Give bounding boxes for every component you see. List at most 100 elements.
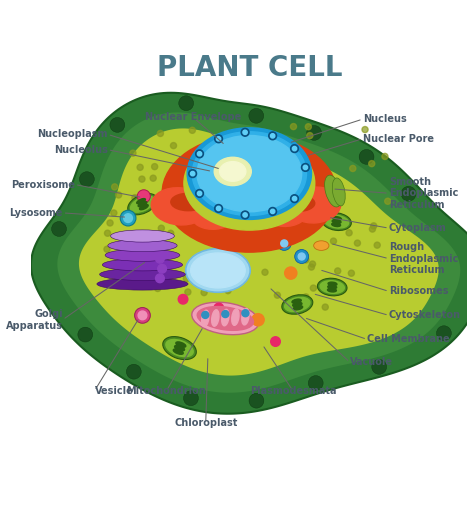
Ellipse shape — [197, 307, 254, 330]
Circle shape — [155, 274, 164, 283]
Ellipse shape — [186, 249, 250, 292]
Ellipse shape — [102, 259, 182, 271]
Circle shape — [330, 238, 337, 244]
Ellipse shape — [138, 202, 147, 207]
Circle shape — [201, 289, 207, 295]
Circle shape — [132, 194, 138, 201]
Circle shape — [137, 190, 150, 203]
Ellipse shape — [165, 208, 190, 222]
Ellipse shape — [191, 253, 245, 288]
Ellipse shape — [318, 278, 347, 296]
Circle shape — [197, 191, 202, 195]
Polygon shape — [79, 128, 439, 376]
Circle shape — [189, 170, 197, 177]
Circle shape — [362, 127, 368, 133]
Circle shape — [291, 195, 299, 203]
Ellipse shape — [130, 196, 155, 212]
Ellipse shape — [173, 349, 183, 354]
Ellipse shape — [192, 132, 307, 215]
Circle shape — [249, 108, 264, 123]
Circle shape — [285, 267, 297, 279]
Ellipse shape — [110, 230, 174, 242]
Circle shape — [350, 165, 356, 171]
Circle shape — [189, 127, 195, 133]
Text: Cytoplasm: Cytoplasm — [389, 223, 447, 233]
Circle shape — [183, 391, 198, 406]
Polygon shape — [31, 93, 474, 413]
Circle shape — [374, 242, 380, 248]
Ellipse shape — [139, 205, 148, 210]
Circle shape — [241, 128, 249, 136]
Circle shape — [295, 249, 309, 264]
Circle shape — [116, 192, 122, 198]
Circle shape — [269, 207, 276, 215]
Circle shape — [190, 267, 196, 273]
Text: Smooth
Endoplasmic
Reticulum: Smooth Endoplasmic Reticulum — [389, 176, 458, 210]
Ellipse shape — [173, 210, 182, 214]
Circle shape — [111, 184, 118, 190]
Circle shape — [104, 230, 110, 236]
Circle shape — [307, 126, 321, 141]
Text: Golgi
Apparatus: Golgi Apparatus — [6, 309, 63, 330]
Ellipse shape — [222, 309, 229, 326]
Ellipse shape — [184, 136, 315, 230]
Circle shape — [274, 292, 281, 298]
Text: PLANT CELL: PLANT CELL — [156, 54, 342, 82]
Circle shape — [127, 364, 141, 379]
Ellipse shape — [332, 178, 345, 206]
Ellipse shape — [128, 193, 157, 215]
Circle shape — [193, 278, 200, 284]
Circle shape — [310, 285, 317, 291]
Circle shape — [183, 275, 190, 282]
Ellipse shape — [333, 216, 341, 220]
Text: Chloroplast: Chloroplast — [174, 418, 237, 428]
Circle shape — [346, 230, 352, 236]
Circle shape — [291, 124, 297, 130]
Circle shape — [194, 263, 200, 269]
Ellipse shape — [212, 310, 219, 326]
Ellipse shape — [293, 199, 323, 218]
Ellipse shape — [192, 302, 259, 334]
Text: Nuclear Envelope: Nuclear Envelope — [145, 112, 241, 122]
Circle shape — [401, 186, 416, 201]
Circle shape — [308, 376, 323, 390]
Ellipse shape — [285, 298, 310, 311]
Ellipse shape — [105, 249, 180, 261]
Circle shape — [197, 152, 202, 156]
Circle shape — [217, 206, 221, 211]
Circle shape — [292, 196, 297, 201]
Circle shape — [52, 222, 66, 236]
Circle shape — [196, 189, 203, 198]
Circle shape — [215, 205, 222, 212]
Text: Vacuole: Vacuole — [350, 357, 392, 367]
Circle shape — [171, 143, 176, 149]
Circle shape — [369, 226, 375, 232]
Circle shape — [243, 213, 247, 217]
Circle shape — [217, 136, 221, 141]
Circle shape — [124, 214, 132, 223]
Circle shape — [243, 130, 247, 134]
Circle shape — [269, 132, 276, 140]
Ellipse shape — [97, 278, 188, 290]
Ellipse shape — [163, 206, 192, 224]
Text: Nucleolus: Nucleolus — [54, 145, 108, 154]
Circle shape — [196, 150, 203, 157]
Ellipse shape — [197, 135, 301, 212]
Circle shape — [179, 96, 193, 111]
Circle shape — [335, 268, 341, 274]
Circle shape — [111, 210, 117, 216]
Circle shape — [309, 264, 314, 270]
Circle shape — [138, 311, 147, 320]
Circle shape — [135, 307, 150, 323]
Circle shape — [242, 310, 249, 317]
Ellipse shape — [305, 210, 313, 214]
Text: Lysosome: Lysosome — [9, 208, 63, 218]
Circle shape — [271, 134, 275, 138]
Ellipse shape — [173, 213, 182, 217]
Circle shape — [130, 252, 137, 258]
Ellipse shape — [100, 268, 185, 281]
Circle shape — [217, 261, 223, 267]
Circle shape — [241, 211, 249, 219]
Ellipse shape — [303, 203, 312, 207]
Text: Ribosomes: Ribosomes — [389, 286, 448, 297]
